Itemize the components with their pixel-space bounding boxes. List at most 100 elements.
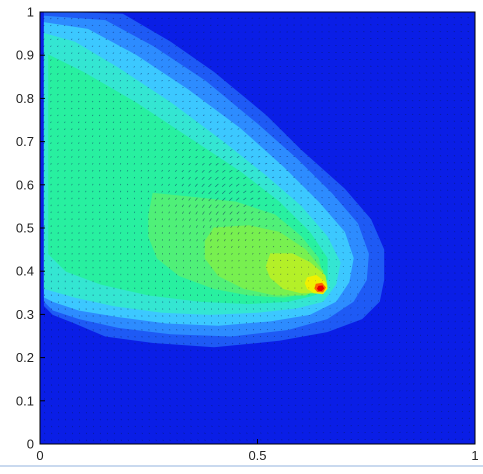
vector-arrow <box>246 322 247 323</box>
vector-arrow <box>44 405 45 406</box>
vector-arrow <box>51 198 52 199</box>
vector-arrow <box>51 391 52 392</box>
vector-arrow <box>170 336 171 337</box>
vector-arrow <box>93 219 94 220</box>
vector-arrow <box>363 177 364 178</box>
vector-arrow <box>405 73 406 74</box>
vector-arrow <box>384 101 385 102</box>
vector-arrow <box>274 391 275 392</box>
vector-arrow <box>274 405 275 406</box>
vector-arrow <box>191 343 192 344</box>
vector-arrow <box>343 253 344 254</box>
vector-arrow <box>372 412 373 413</box>
vector-arrow <box>288 308 289 309</box>
vector-arrow <box>238 46 239 47</box>
vector-arrow <box>399 321 400 322</box>
vector-arrow <box>231 39 232 40</box>
vector-arrow <box>336 260 337 261</box>
vector-arrow <box>462 238 463 239</box>
vector-arrow <box>58 198 59 199</box>
vector-arrow <box>412 59 413 60</box>
vector-arrow <box>274 267 275 268</box>
vector-arrow <box>239 322 240 323</box>
vector-arrow <box>51 191 52 192</box>
y-tick-label: 0.4 <box>16 264 34 279</box>
vector-arrow <box>448 335 449 336</box>
vector-arrow <box>405 38 406 39</box>
vector-arrow <box>468 224 469 225</box>
vector-arrow <box>365 391 366 392</box>
vector-arrow <box>370 142 371 143</box>
x-tick-label: 0 <box>36 448 43 463</box>
vector-arrow <box>420 328 421 329</box>
y-tick-label: 0.9 <box>16 48 34 63</box>
vector-arrow <box>301 274 302 275</box>
vector-arrow <box>65 191 66 192</box>
vector-arrow <box>65 198 66 199</box>
vector-arrow <box>44 198 45 199</box>
vector-arrow <box>427 245 428 246</box>
y-tick-label: 0.2 <box>16 350 34 365</box>
vector-arrow <box>441 342 442 343</box>
vector-arrow <box>100 357 101 358</box>
vector-arrow <box>86 205 87 206</box>
vector-arrow <box>211 336 212 337</box>
vector-arrow <box>364 266 365 267</box>
vector-arrow <box>141 225 142 226</box>
vector-arrow <box>301 267 302 268</box>
vector-arrow <box>294 274 295 275</box>
vector-arrow <box>358 384 359 385</box>
vector-arrow <box>378 314 379 315</box>
vector-arrow <box>127 219 128 220</box>
vector-arrow <box>245 101 246 102</box>
vector-arrow <box>218 260 219 262</box>
vector-arrow <box>426 18 427 19</box>
vector-arrow <box>231 53 232 54</box>
vector-arrow <box>281 384 282 385</box>
vector-arrow <box>149 364 150 365</box>
vector-arrow <box>372 425 373 426</box>
vector-arrow <box>148 232 149 234</box>
vector-arrow <box>107 364 108 365</box>
vector-arrow <box>231 80 232 81</box>
vector-arrow <box>363 183 364 184</box>
vector-arrow <box>351 308 352 309</box>
vector-arrow <box>356 204 357 205</box>
vector-arrow <box>79 378 80 379</box>
vector-arrow <box>295 364 296 365</box>
vector-arrow <box>302 322 303 323</box>
vector-arrow <box>288 315 289 316</box>
y-tick-label: 0.7 <box>16 134 34 149</box>
vector-arrow <box>266 136 268 137</box>
vector-arrow <box>343 246 344 247</box>
vector-arrow <box>231 60 232 61</box>
vector-arrow <box>93 378 94 379</box>
vector-arrow <box>344 336 345 337</box>
vector-arrow <box>238 60 239 61</box>
vector-arrow <box>370 135 371 136</box>
vector-arrow <box>405 52 406 53</box>
y-tick-label: 0.3 <box>16 307 34 322</box>
vector-arrow <box>107 371 108 372</box>
vector-arrow <box>427 252 428 253</box>
vector-arrow <box>44 391 45 392</box>
vector-arrow <box>190 246 191 248</box>
vector-arrow <box>412 52 413 53</box>
vector-arrow <box>384 107 385 108</box>
vector-arrow <box>343 239 344 240</box>
vector-arrow <box>224 39 225 40</box>
vector-arrow <box>281 267 282 268</box>
vector-arrow <box>100 364 101 365</box>
vector-arrow <box>211 329 212 330</box>
vector-arrow <box>412 73 413 74</box>
vector-arrow <box>156 350 157 351</box>
vector-arrow <box>427 335 428 336</box>
vector-arrow <box>301 260 302 261</box>
vector-arrow <box>281 315 282 316</box>
vector-arrow <box>238 53 239 54</box>
vector-arrow <box>343 273 344 274</box>
vector-arrow <box>336 253 337 254</box>
bottom-divider <box>0 465 483 467</box>
vector-arrow <box>287 205 289 206</box>
